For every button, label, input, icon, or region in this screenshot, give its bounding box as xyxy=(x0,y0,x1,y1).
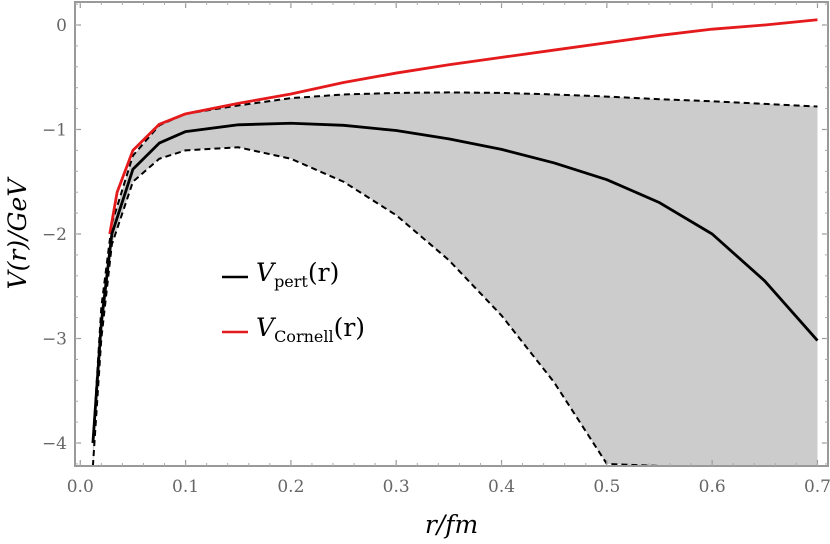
y-axis-label: V(r)/GeV xyxy=(3,176,32,290)
x-tick-label: 0.3 xyxy=(383,477,410,497)
x-tick-label: 0.7 xyxy=(804,477,830,497)
series-line-pert xyxy=(91,121,819,444)
band-upper-edge xyxy=(91,91,818,444)
y-tick-label: 0 xyxy=(56,16,67,36)
axis-ticks: 0.0 0.1 0.2 0.3 0.4 0.5 0.6 0.7 0 −1 −2 −3 −4 xyxy=(42,2,830,497)
legend-label-pert: Vpert(r) xyxy=(256,258,339,291)
y-tick-label: −4 xyxy=(42,434,67,454)
series-line-cornell xyxy=(108,18,818,235)
series-lines xyxy=(91,18,819,444)
x-axis-label: r/fm xyxy=(425,510,478,539)
x-tick-label: 0.2 xyxy=(277,477,304,497)
x-tick-label: 0.6 xyxy=(699,477,726,497)
x-tick-label: 0.1 xyxy=(172,477,199,497)
y-tick-label: −1 xyxy=(42,120,67,140)
legend-label-cornell: VCornell(r) xyxy=(256,313,365,346)
x-tick-label: 0.0 xyxy=(67,477,94,497)
x-tick-label: 0.5 xyxy=(593,477,620,497)
uncertainty-band xyxy=(91,91,818,466)
legend: Vpert(r) VCornell(r) xyxy=(222,258,365,346)
y-tick-label: −3 xyxy=(42,330,67,350)
band-fill xyxy=(92,92,818,466)
x-tick-label: 0.4 xyxy=(488,477,515,497)
y-tick-label: −2 xyxy=(42,225,67,245)
